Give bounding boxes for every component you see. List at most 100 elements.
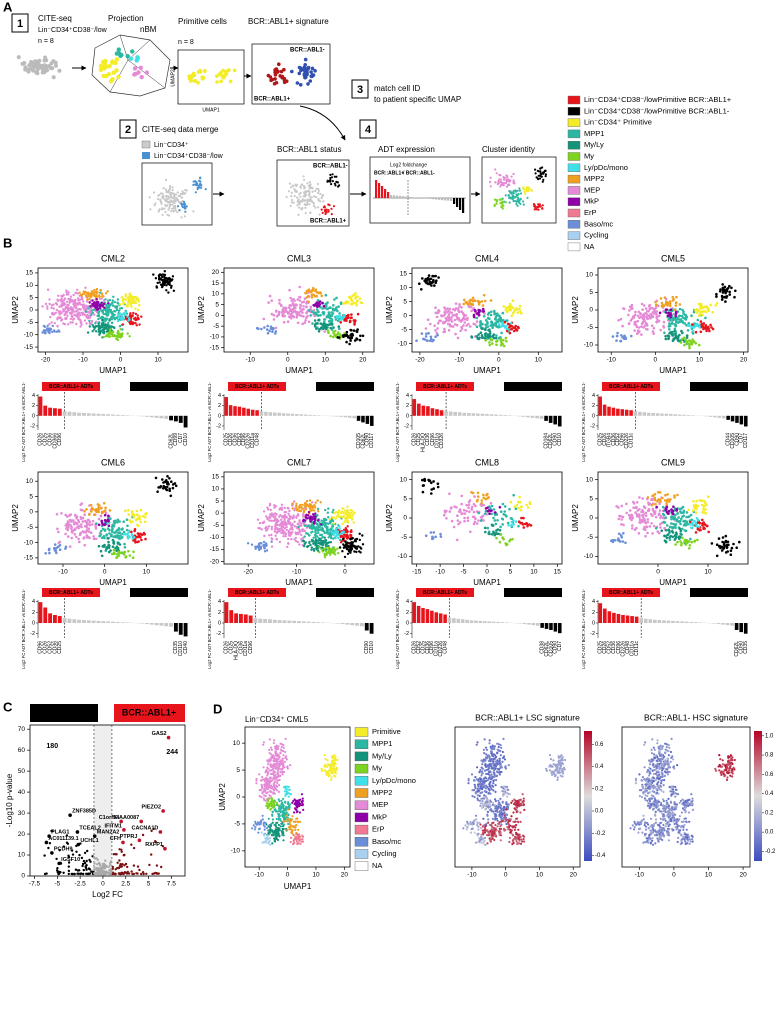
cell-dot [46, 324, 49, 327]
cell-dot [499, 510, 503, 513]
cell-dot [517, 506, 520, 510]
cell-dot [323, 547, 326, 551]
cell-dot [508, 183, 511, 186]
cell-dot [539, 174, 542, 177]
y-tick-label: -15 [24, 555, 34, 562]
cell-dot [334, 537, 337, 540]
mini-bar [444, 198, 447, 201]
x-tick-label: 0 [497, 357, 501, 364]
cell-dot [273, 506, 276, 509]
cell-dot [36, 63, 41, 68]
adt-bar [713, 415, 717, 418]
cell-dot [640, 322, 644, 326]
cell-dot [154, 476, 158, 480]
cell-dot [290, 191, 293, 194]
cell-dot [667, 325, 671, 328]
cell-dot [194, 191, 197, 194]
cell-dot [85, 295, 88, 298]
cell-dot [359, 551, 362, 554]
cell-dot [309, 187, 312, 190]
adt-bar [154, 415, 159, 418]
cell-dot [514, 324, 517, 328]
cell-dot [317, 526, 320, 530]
cell-dot [298, 83, 303, 87]
adt-bar [607, 406, 611, 416]
cell-dot [447, 313, 451, 316]
cell-dot [321, 543, 324, 547]
cell-dot [684, 313, 687, 317]
cell-dot [275, 531, 278, 535]
cell-dot [107, 524, 111, 527]
cell-dot [161, 207, 164, 210]
cell-dot [664, 337, 668, 341]
cell-dot [97, 544, 101, 548]
y-tick-label: -2 [216, 423, 221, 429]
cell-dot [299, 68, 303, 73]
cell-dot [113, 300, 117, 304]
cell-dot [317, 541, 320, 545]
cell-dot [82, 300, 85, 303]
adt-bar [243, 614, 248, 624]
cell-dot [123, 546, 127, 549]
cell-dot [700, 302, 703, 306]
adt-bar [258, 618, 263, 624]
adt-bar [277, 412, 281, 416]
cell-dot [539, 172, 542, 175]
cell-dot [143, 520, 147, 524]
y-tick-label: -10 [398, 340, 408, 347]
cell-dot [55, 551, 58, 555]
cell-dot [718, 290, 722, 293]
cell-dot [725, 288, 728, 292]
cell-dot [479, 519, 483, 522]
cell-dot [332, 304, 335, 307]
cell-dot [192, 180, 195, 183]
cell-dot [124, 317, 128, 320]
cell-dot [651, 330, 655, 333]
cell-dot [278, 302, 281, 305]
cell-dot [77, 297, 80, 300]
cell-dot [307, 300, 311, 304]
cell-dot [447, 329, 451, 332]
mini-bar [411, 197, 414, 198]
cell-dot [123, 542, 126, 546]
cell-dot [171, 189, 174, 192]
cell-dot [484, 323, 487, 327]
cell-dot [309, 70, 313, 74]
label: BCR::ABL1+ signature [248, 17, 329, 26]
cell-dot [128, 293, 131, 296]
cell-dot [668, 314, 671, 317]
adt-bar [467, 413, 471, 416]
cell-dot [168, 477, 171, 480]
cell-dot [470, 505, 474, 509]
cell-dot [291, 517, 294, 520]
cell-dot [473, 515, 476, 519]
adt-bar [321, 622, 326, 624]
cell-dot [487, 532, 491, 535]
cell-dot [131, 314, 134, 318]
cell-dot [87, 291, 90, 294]
cell-dot [346, 505, 349, 508]
cell-dot [324, 541, 327, 544]
cell-dot [337, 551, 340, 555]
cell-dot [495, 340, 498, 343]
cell-dot [48, 322, 51, 326]
cell-dot [485, 325, 489, 329]
cell-dot [299, 186, 302, 189]
cell-dot [721, 296, 724, 299]
cell-dot [116, 298, 120, 301]
cell-dot [477, 511, 481, 515]
cell-dot [295, 81, 300, 85]
cell-dot [109, 303, 113, 306]
y-tick-label: -5 [27, 524, 33, 531]
cell-dot [318, 213, 321, 216]
cell-dot [166, 475, 169, 478]
cell-dot [122, 530, 126, 534]
cell-dot [250, 543, 254, 546]
cell-dot [101, 318, 104, 322]
cell-dot [353, 550, 356, 553]
cell-dot [465, 324, 468, 327]
cell-dot [345, 546, 348, 549]
cell-dot [644, 307, 648, 310]
cell-dot [132, 299, 135, 302]
y-tick-label: -15 [210, 344, 220, 351]
